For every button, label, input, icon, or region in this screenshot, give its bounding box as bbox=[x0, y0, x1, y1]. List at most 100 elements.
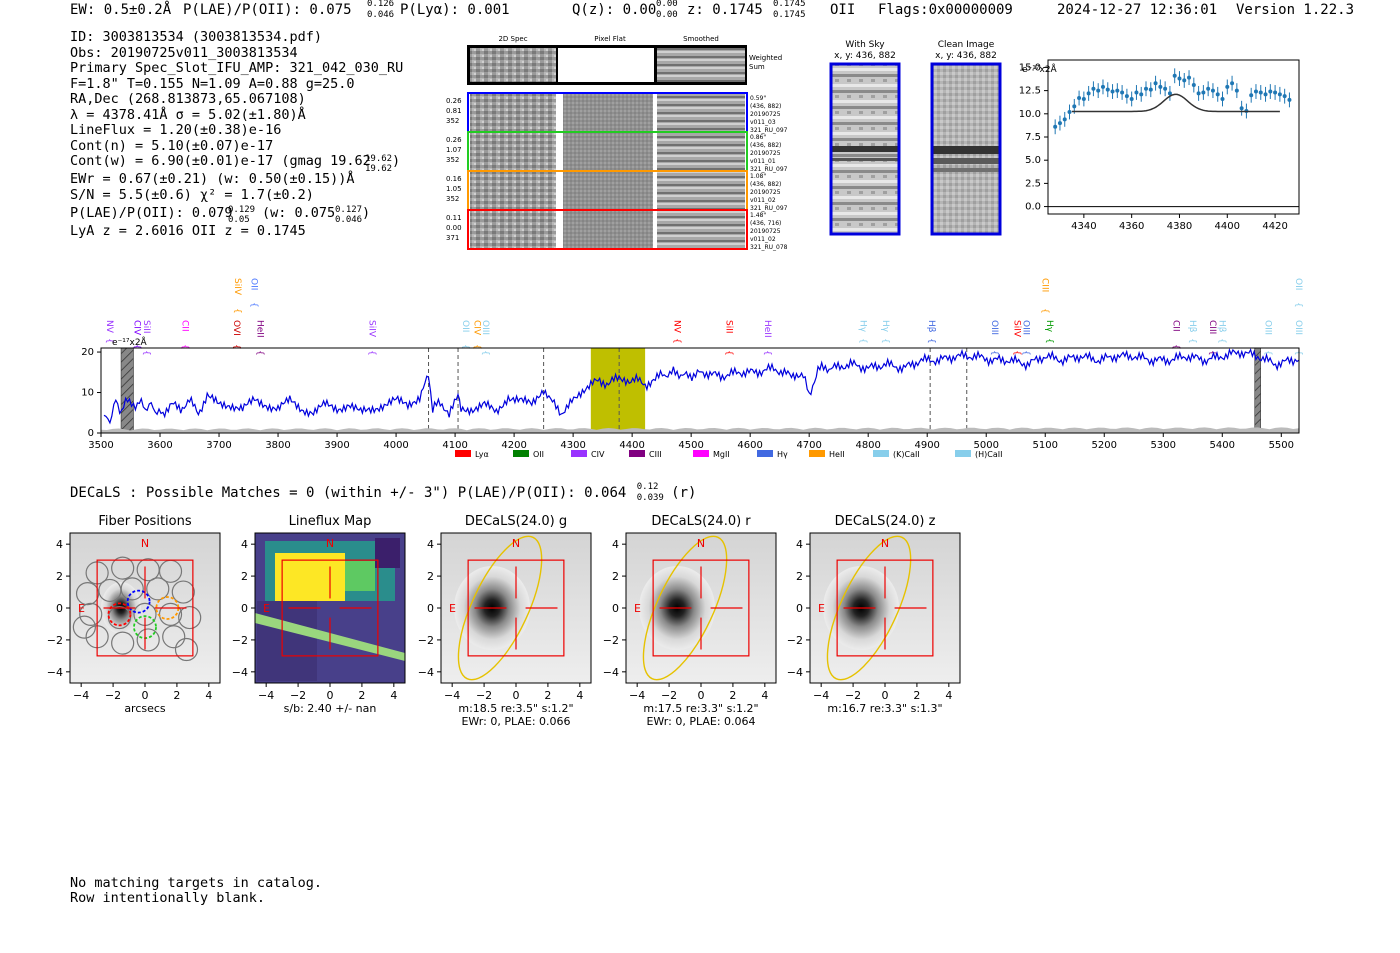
info-id: ID: 3003813534 (3003813534.pdf) bbox=[70, 29, 322, 45]
info-primary: Primary Spec_Slot_IFU_AMP: 321_042_030_R… bbox=[70, 60, 404, 76]
plae-sub: 0.046 bbox=[367, 10, 395, 20]
spec-line-brace: { bbox=[472, 344, 482, 350]
panel-xtick-label: 4 bbox=[945, 689, 952, 702]
spec-line-label: OVI { bbox=[231, 320, 241, 350]
panel-caption: m:17.5 re:3.3" s:1.2" bbox=[643, 702, 758, 715]
spec-line-label: OIII { bbox=[1293, 320, 1303, 356]
spec-line-name: SiIV bbox=[1012, 320, 1022, 338]
cutout-right-label: v011_02 bbox=[750, 236, 776, 243]
cutout-right-label: 20190725 bbox=[750, 111, 781, 118]
zoom-point bbox=[1086, 91, 1091, 96]
spec-line-brace: { bbox=[1293, 302, 1303, 308]
spec-line-name: NV bbox=[104, 320, 114, 334]
search-box bbox=[281, 559, 379, 657]
spec-xtick-label: 3800 bbox=[265, 440, 290, 451]
spec-line-name: Hγ bbox=[1044, 320, 1054, 333]
panel-title: Lineflux Map bbox=[289, 514, 372, 529]
cutout-right-label: (436, 882) bbox=[750, 103, 781, 110]
cutout-left-label: 0.00 bbox=[446, 224, 462, 232]
spec-line-label: OII { bbox=[460, 320, 470, 350]
panel-ytick-label: −2 bbox=[47, 634, 63, 647]
spec-line-brace: { bbox=[231, 344, 241, 350]
spec-line-label: OIII { bbox=[480, 320, 490, 356]
info-plae-close: ) bbox=[362, 204, 371, 221]
zoom-point bbox=[1210, 88, 1215, 93]
spec-line-label: SiIV { bbox=[232, 278, 242, 314]
info-lambda: λ = 4378.41Å σ = 5.02(±1.80)Å bbox=[70, 106, 306, 123]
info-lya: LyA z = 2.6016 OII z = 0.1745 bbox=[70, 222, 306, 239]
spec-line-label: Hβ { bbox=[1216, 320, 1226, 344]
zoom-point bbox=[1187, 75, 1192, 80]
spec-line-name: CIII bbox=[1039, 278, 1049, 292]
info-lineflux: LineFlux = 1.20(±0.38)e-16 bbox=[70, 122, 282, 138]
east-label: E bbox=[449, 602, 456, 615]
zoom-point bbox=[1105, 87, 1110, 92]
spec-xtick-label: 4000 bbox=[383, 440, 408, 451]
spec-line-name: HeII bbox=[762, 320, 772, 338]
fiber-circle bbox=[174, 637, 199, 662]
spec-ytick-label: 20 bbox=[81, 347, 94, 358]
spec-line-brace: { bbox=[132, 344, 142, 350]
spec-legend-label: Lyα bbox=[475, 450, 489, 459]
detection-info: ID: 3003813534 (3003813534.pdf) Obs: 201… bbox=[70, 29, 404, 239]
zoom-point bbox=[1163, 86, 1168, 91]
spec-line-label: CIV { bbox=[472, 320, 482, 350]
spec-xtick-label: 3900 bbox=[324, 440, 349, 451]
panel-background bbox=[70, 533, 220, 683]
fiber-circle bbox=[79, 602, 103, 626]
spec-xtick-label: 4400 bbox=[619, 440, 644, 451]
zoom-point bbox=[1081, 96, 1086, 101]
info-radec: RA,Dec (268.813873,65.067108) bbox=[70, 91, 306, 107]
panel-xtick-label: 2 bbox=[173, 689, 180, 702]
spec-line-brace: { bbox=[1262, 350, 1272, 356]
panel-ytick-label: 4 bbox=[612, 538, 619, 551]
zoom-point bbox=[1215, 92, 1220, 97]
zoom-point bbox=[1206, 86, 1211, 91]
spec-line-label: CII { bbox=[179, 320, 189, 350]
header-bar: EW: 0.5±0.2Å P(LAE)/P(OII): 0.075 0.126 … bbox=[70, 0, 1370, 24]
cutout-flat bbox=[563, 172, 653, 209]
cutout-right-label: v011_03 bbox=[750, 119, 776, 126]
galaxy-aperture bbox=[457, 535, 543, 681]
spec-xtick-label: 4900 bbox=[914, 440, 939, 451]
spec-line-brace: { bbox=[762, 350, 772, 356]
spec-line-brace: { bbox=[880, 338, 890, 344]
cutout-left-label: 0.26 bbox=[446, 97, 462, 105]
north-label: N bbox=[326, 537, 334, 550]
with-sky-image bbox=[829, 62, 901, 236]
zoom-point bbox=[1172, 73, 1177, 78]
plae-value: P(LAE)/P(OII): 0.075 bbox=[183, 2, 352, 18]
fiber-circle bbox=[171, 580, 195, 604]
version: Version 1.22.3 bbox=[1236, 2, 1355, 18]
cutout-right-label: 20190725 bbox=[750, 228, 781, 235]
spec-line-name: OVI bbox=[231, 320, 241, 336]
footer-line-1: No matching targets in catalog. bbox=[70, 875, 322, 891]
spec-line-name: OII bbox=[1293, 278, 1303, 290]
spec-line-name: OII bbox=[460, 320, 470, 332]
zoom-point bbox=[1148, 87, 1153, 92]
spec-line-label: NV { bbox=[672, 320, 682, 344]
spec-xtick-label: 4500 bbox=[678, 440, 703, 451]
spec-line-brace: { bbox=[989, 350, 999, 356]
fiber-circle bbox=[111, 556, 135, 580]
zoom-point bbox=[1234, 88, 1239, 93]
cutout-spec bbox=[470, 94, 556, 131]
spec-legend-item: CIV bbox=[571, 450, 605, 459]
cutout-right-label: 321_RU_097 bbox=[750, 166, 788, 173]
spec-legend-label: Hγ bbox=[777, 450, 788, 459]
panel-ytick-label: −4 bbox=[232, 666, 248, 679]
qz-value: Q(z): 0.00 bbox=[572, 2, 657, 18]
spec-line-brace: { bbox=[141, 350, 151, 356]
heatmap-peak bbox=[275, 553, 345, 601]
heatmap-region bbox=[375, 538, 400, 568]
info-sn: S/N = 5.5(±0.6) χ² = 1.7(±0.2) bbox=[70, 186, 314, 203]
decals-summary-text: DECaLS : Possible Matches = 0 (within +/… bbox=[70, 485, 627, 501]
panel-xtick-label: 4 bbox=[761, 689, 768, 702]
spec-line-label: Hγ { bbox=[1044, 320, 1054, 344]
panel-xtick-label: 2 bbox=[729, 689, 736, 702]
zoom-point bbox=[1258, 90, 1263, 95]
spec-line-name: CII bbox=[179, 320, 189, 332]
spec-masked-band bbox=[120, 347, 134, 434]
spec-ylabel: e⁻¹⁷x2Å bbox=[112, 336, 148, 348]
